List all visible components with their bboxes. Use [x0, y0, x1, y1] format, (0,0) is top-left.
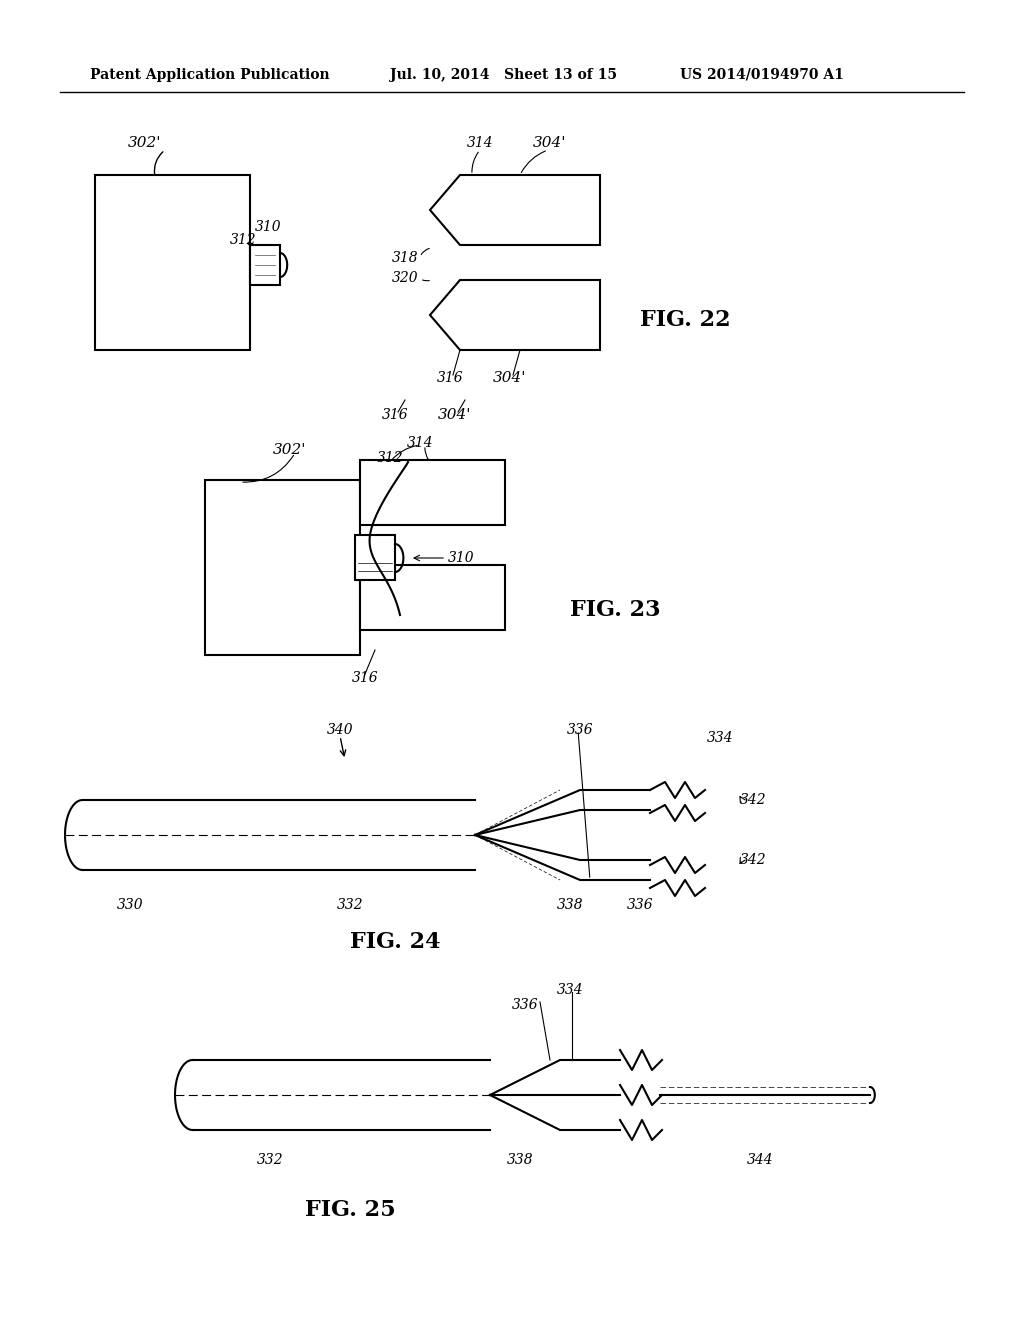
Text: 336: 336 — [512, 998, 539, 1012]
Text: Patent Application Publication: Patent Application Publication — [90, 69, 330, 82]
Text: 332: 332 — [257, 1152, 284, 1167]
Bar — [360, 459, 505, 525]
Text: 316: 316 — [351, 671, 378, 685]
Text: 320: 320 — [391, 271, 418, 285]
Bar — [250, 246, 280, 285]
Text: 340: 340 — [327, 723, 353, 737]
Text: 330: 330 — [117, 898, 143, 912]
Bar — [95, 176, 250, 350]
Text: 332: 332 — [337, 898, 364, 912]
Bar — [360, 565, 505, 630]
Text: 338: 338 — [507, 1152, 534, 1167]
Text: 312: 312 — [229, 234, 256, 247]
Bar — [205, 480, 360, 655]
Text: FIG. 24: FIG. 24 — [350, 931, 440, 953]
Text: 336: 336 — [566, 723, 593, 737]
Text: 338: 338 — [557, 898, 584, 912]
Text: 304': 304' — [494, 371, 526, 385]
Text: 304': 304' — [438, 408, 472, 422]
Text: 314: 314 — [467, 136, 494, 150]
Text: 342: 342 — [740, 853, 767, 867]
Text: 316: 316 — [436, 371, 463, 385]
Text: 302': 302' — [273, 444, 307, 457]
Text: 314: 314 — [407, 436, 433, 450]
Text: 312: 312 — [377, 451, 403, 465]
Text: 310: 310 — [449, 550, 475, 565]
Text: 344: 344 — [746, 1152, 773, 1167]
Text: 334: 334 — [557, 983, 584, 997]
Text: US 2014/0194970 A1: US 2014/0194970 A1 — [680, 69, 844, 82]
Text: 316: 316 — [382, 408, 409, 422]
Text: FIG. 22: FIG. 22 — [640, 309, 731, 331]
Text: 318: 318 — [391, 251, 418, 265]
Text: 310: 310 — [255, 220, 282, 234]
Polygon shape — [430, 176, 600, 246]
Text: 342: 342 — [740, 793, 767, 807]
Text: FIG. 25: FIG. 25 — [305, 1199, 395, 1221]
Text: FIG. 23: FIG. 23 — [570, 599, 660, 620]
Text: 302': 302' — [128, 136, 162, 150]
Polygon shape — [430, 280, 600, 350]
Text: 334: 334 — [707, 731, 733, 744]
Text: Jul. 10, 2014   Sheet 13 of 15: Jul. 10, 2014 Sheet 13 of 15 — [390, 69, 617, 82]
Text: 336: 336 — [627, 898, 653, 912]
Bar — [355, 535, 395, 579]
Text: 304': 304' — [534, 136, 566, 150]
